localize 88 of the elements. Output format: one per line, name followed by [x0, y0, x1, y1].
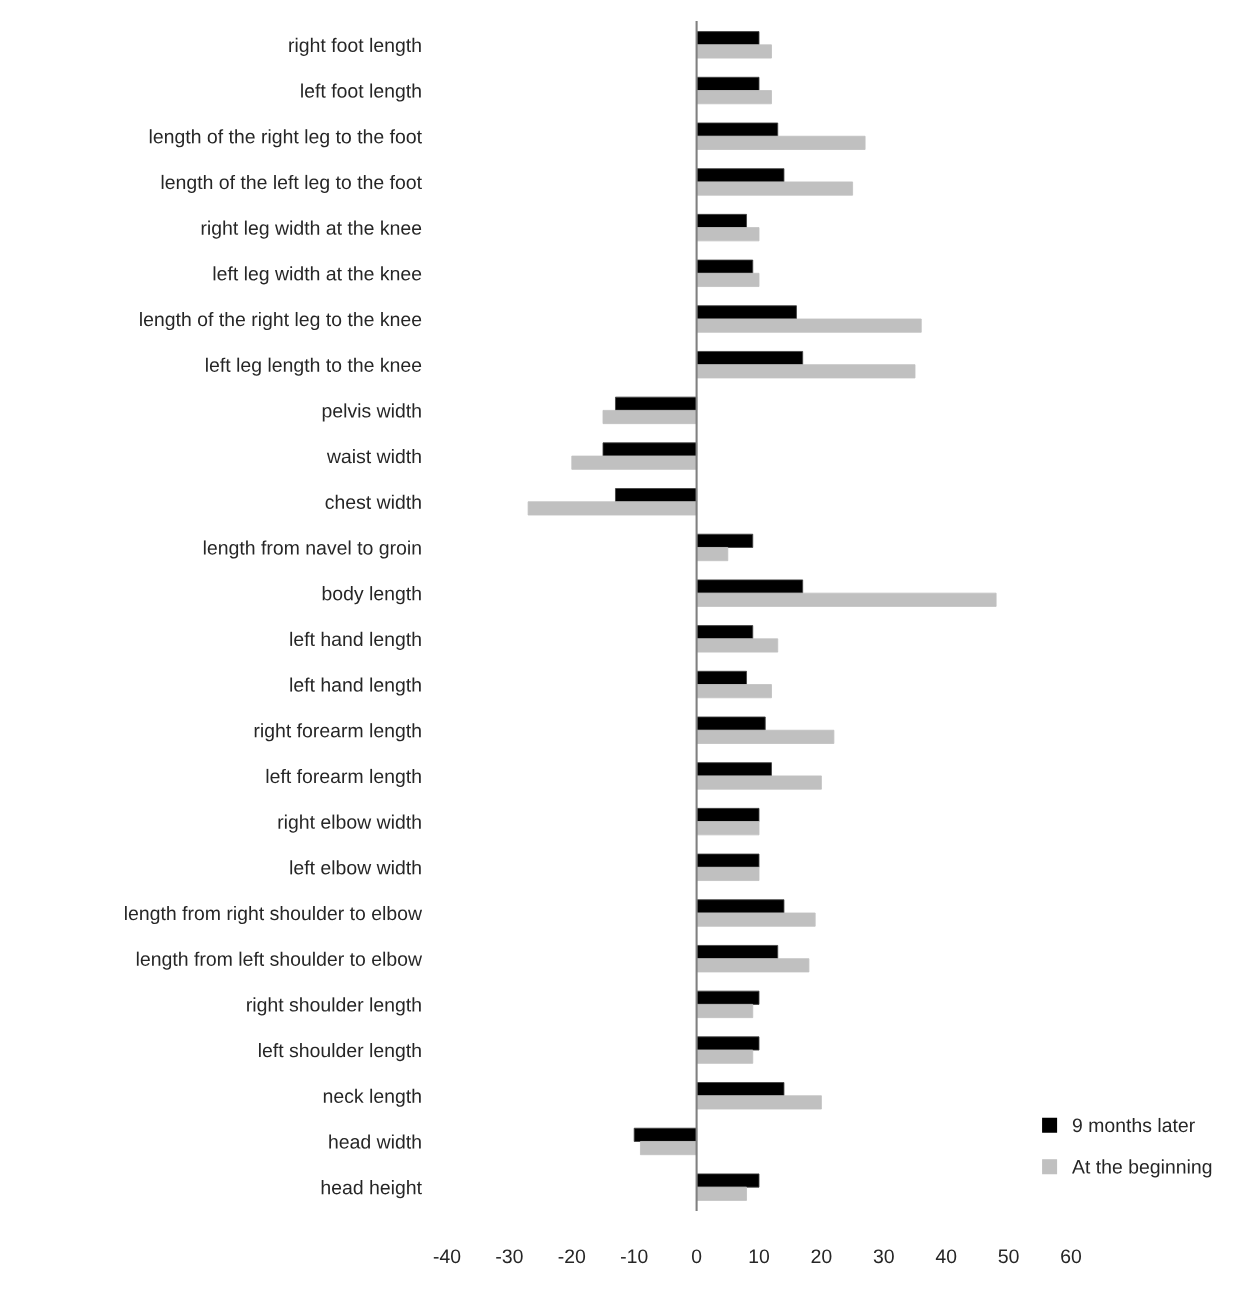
bar — [696, 684, 772, 699]
bar — [696, 592, 997, 607]
y-tick-label: head width — [329, 1134, 421, 1149]
bar — [696, 866, 760, 881]
x-tick-label: 30 — [873, 1249, 894, 1264]
bar — [696, 259, 754, 274]
y-tick-label: length from right shoulder to elbow — [125, 905, 423, 925]
bar — [696, 912, 816, 927]
y-tick-label: length from left shoulder to elbow — [136, 951, 423, 970]
bar — [696, 1173, 760, 1188]
bar — [696, 181, 854, 196]
bar — [571, 455, 698, 470]
bar — [696, 1036, 760, 1051]
bar — [696, 547, 729, 562]
x-tick-label: 20 — [811, 1249, 832, 1264]
legend-label: At the beginning — [1072, 1159, 1212, 1178]
bar — [696, 122, 779, 137]
bar — [696, 945, 779, 960]
bar — [602, 409, 698, 425]
y-tick-label: left leg width at the knee — [213, 266, 422, 285]
y-tick-label: pelvis width — [322, 403, 421, 422]
bar — [615, 488, 698, 503]
bar — [696, 807, 760, 823]
bar — [696, 762, 772, 777]
y-tick-label: length of the left leg to the foot — [161, 174, 422, 193]
bar — [696, 775, 822, 790]
bar — [615, 396, 698, 411]
y-tick-label: left foot length — [301, 83, 421, 102]
y-tick-label: neck length — [323, 1088, 421, 1107]
x-tick-label: 60 — [1061, 1249, 1082, 1264]
y-tick-label: length of the right leg to the knee — [140, 311, 422, 331]
bar — [696, 364, 916, 379]
x-tick-label: -40 — [433, 1249, 461, 1264]
bar — [696, 853, 760, 868]
y-tick-label: left leg length to the knee — [206, 357, 422, 376]
bar — [696, 351, 804, 366]
bar — [602, 442, 698, 457]
y-tick-label: right shoulder length — [247, 997, 421, 1016]
bar — [696, 1049, 754, 1064]
x-tick-label: 0 — [691, 1249, 702, 1264]
bar — [696, 90, 772, 105]
bar — [696, 579, 804, 594]
y-tick-label: length from navel to groin — [203, 540, 421, 559]
bar — [696, 305, 797, 320]
bar — [696, 1095, 822, 1110]
x-tick-label: 50 — [998, 1249, 1019, 1264]
y-tick-label: right foot length — [289, 37, 421, 56]
y-tick-label: head height — [321, 1180, 422, 1199]
bar — [696, 1186, 747, 1201]
bar — [696, 272, 760, 287]
legend-label: 9 months later — [1072, 1117, 1195, 1133]
bar — [633, 1127, 698, 1142]
x-tick-label: 40 — [935, 1249, 957, 1264]
bar — [696, 44, 772, 59]
y-tick-label: left elbow width — [290, 860, 421, 875]
bar — [696, 318, 922, 333]
bar — [640, 1141, 698, 1156]
y-tick-label: length of the right leg to the foot — [149, 129, 422, 148]
bar — [696, 168, 785, 183]
x-tick-label: -30 — [496, 1249, 523, 1264]
y-tick-label: left shoulder length — [259, 1043, 421, 1062]
x-tick-label: -20 — [558, 1249, 586, 1264]
y-tick-label: left forearm length — [266, 768, 421, 787]
bar — [696, 76, 760, 91]
bar — [696, 1082, 785, 1097]
bar — [696, 638, 779, 653]
bar — [696, 990, 760, 1005]
y-tick-label: body length — [322, 586, 421, 605]
bar — [696, 958, 810, 973]
bar — [696, 899, 785, 914]
y-tick-label: left hand length — [290, 677, 421, 696]
bar — [696, 533, 754, 548]
y-tick-label: right elbow width — [278, 814, 421, 833]
bar — [527, 501, 698, 516]
bar — [696, 1003, 754, 1019]
bar — [696, 821, 760, 836]
y-tick-label: waist width — [326, 449, 421, 464]
y-tick-label: right leg width at the knee — [201, 220, 422, 239]
bar — [696, 729, 835, 744]
y-tick-label: left hand length — [290, 631, 421, 650]
bar — [696, 135, 866, 150]
x-tick-label: 10 — [749, 1249, 770, 1264]
x-tick-label: -10 — [621, 1249, 648, 1264]
y-tick-label: chest width — [325, 494, 421, 510]
y-tick-label: right forearm length — [254, 723, 421, 742]
bar — [696, 716, 766, 731]
bar — [696, 227, 760, 242]
bar — [696, 31, 760, 46]
